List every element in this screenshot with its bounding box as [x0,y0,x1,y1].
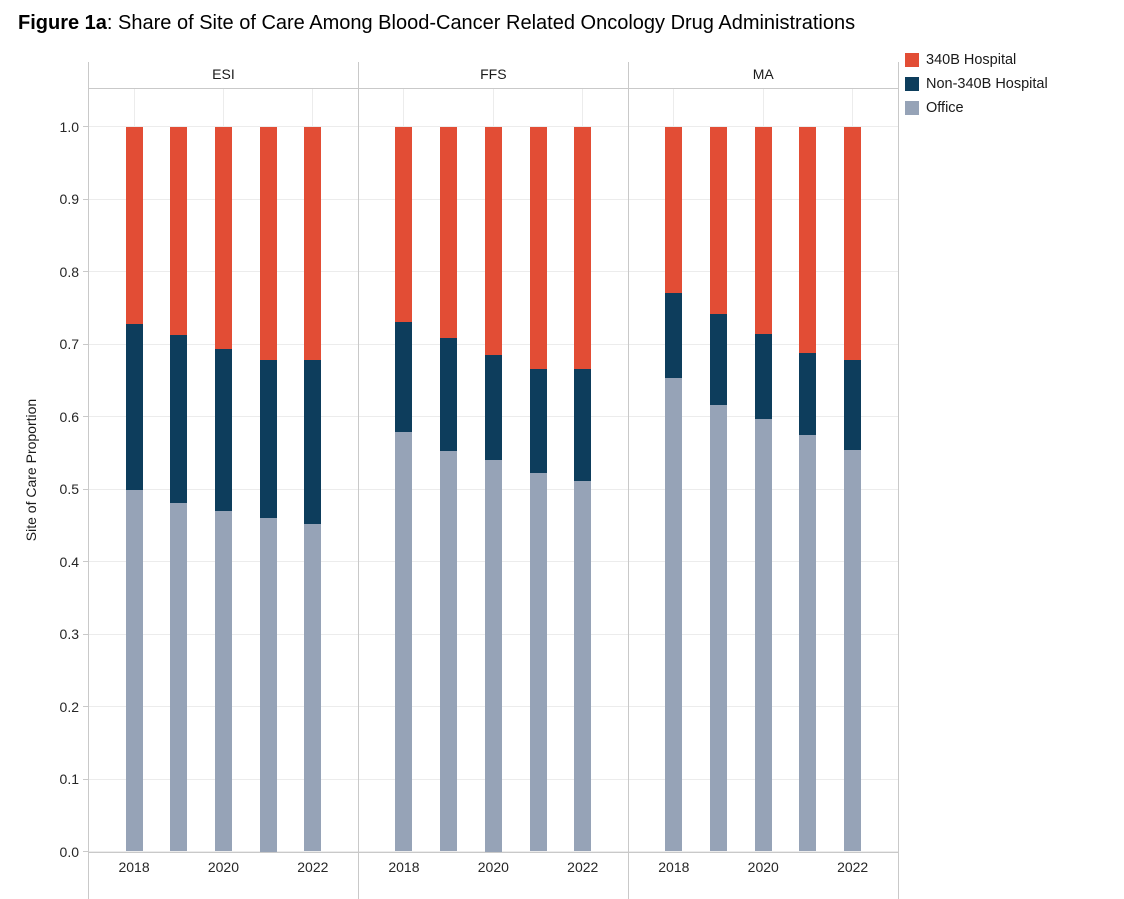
x-tick-label: 2020 [207,859,240,875]
bar-segment-office [844,449,862,852]
panel-border [897,62,899,899]
bar-segment-office [214,511,232,852]
bar-segment-non-340b-hospital [170,334,188,503]
legend-label: Non-340B Hospital [926,76,1048,92]
bar-segment-office [440,450,458,852]
bar-segment-340b-hospital [395,126,413,322]
legend-swatch-office [905,101,919,115]
bar-segment-non-340b-hospital [304,359,322,524]
y-tick-label: 0.6 [59,408,79,425]
bar-segment-non-340b-hospital [395,321,413,433]
y-tick-label: 0.8 [59,263,79,280]
bar-segment-340b-hospital [440,126,458,339]
bar-segment-non-340b-hospital [440,338,458,451]
bar-segment-non-340b-hospital [844,359,862,450]
facet-header-esi: ESI [212,66,235,82]
y-tick-mark [83,561,88,562]
y-tick-label: 0.3 [59,626,79,642]
bar-segment-340b-hospital [574,126,592,370]
y-tick-label: 0.1 [59,771,79,787]
y-tick-mark [83,416,88,417]
bar-segment-office [484,460,502,852]
y-tick-mark [83,198,88,200]
bar-segment-office [125,490,143,852]
bar-segment-340b-hospital [710,126,728,315]
x-tick-label: 2022 [837,859,869,875]
y-tick-mark [83,633,88,635]
bar-segment-office [574,481,592,852]
bar-segment-office [529,473,547,852]
y-tick-label: 0.9 [59,191,79,207]
bar-segment-office [799,435,817,852]
header-divider [88,88,899,89]
bar-segment-340b-hospital [799,126,817,353]
facet-header-ma: MA [752,66,774,82]
bar-segment-non-340b-hospital [799,352,817,436]
legend: 340B Hospital Non-340B Hospital Office [905,52,1048,124]
bar-segment-office [710,404,728,852]
figure-title-text: : Share of Site of Care Among Blood-Canc… [106,12,856,34]
y-tick-mark [83,126,88,127]
figure-title-prefix: Figure 1a [18,12,107,34]
x-tick-label: 2018 [388,859,420,875]
bar-segment-non-340b-hospital [529,368,547,474]
bar-segment-340b-hospital [754,126,772,334]
y-tick-label: 0.5 [59,481,79,497]
x-tick-label: 2018 [118,859,150,875]
bar-segment-office [304,523,322,852]
bar-segment-340b-hospital [214,126,232,350]
bar-segment-office [665,378,683,852]
bar-segment-non-340b-hospital [214,349,232,512]
x-tick-label: 2022 [297,859,329,875]
legend-swatch-340b-hospital [905,53,919,67]
bar-segment-340b-hospital [484,126,502,355]
y-tick-mark [83,271,88,272]
y-tick-mark [83,706,88,707]
bar-segment-office [170,502,188,852]
y-tick-label: 0.4 [59,553,79,570]
bar-segment-340b-hospital [529,126,547,369]
bar-segment-non-340b-hospital [125,324,143,491]
x-tick-label: 2018 [658,859,690,875]
y-tick-mark [83,778,88,780]
y-tick-label: 0.0 [59,843,79,860]
bar-segment-non-340b-hospital [665,292,683,379]
legend-item-non-340b-hospital: Non-340B Hospital [905,76,1048,92]
x-tick-label: 2020 [477,859,509,875]
legend-item-340b-hospital: 340B Hospital [905,52,1048,68]
y-tick-mark [83,488,88,490]
panel-border [357,62,359,899]
x-tick-label: 2022 [567,859,599,875]
bar-segment-non-340b-hospital [754,333,772,420]
facet-header-ffs: FFS [480,66,507,82]
bar-segment-non-340b-hospital [484,354,502,460]
bar-segment-non-340b-hospital [259,359,277,518]
bar-segment-non-340b-hospital [710,314,728,405]
bar-segment-340b-hospital [170,126,188,335]
x-axis-line [88,851,899,853]
y-tick-mark [83,343,88,345]
legend-label: 340B Hospital [926,52,1017,68]
y-tick-mark [83,851,88,852]
bar-segment-340b-hospital [125,126,143,325]
bar-segment-340b-hospital [665,126,683,293]
bar-segment-340b-hospital [304,126,322,360]
bar-segment-office [395,432,413,852]
legend-swatch-non-340b-hospital [905,77,919,91]
panel-border [627,62,629,899]
figure-title: Figure 1a: Share of Site of Care Among B… [18,12,855,35]
legend-item-office: Office [905,100,1048,116]
y-tick-label: 0.2 [59,698,79,715]
x-tick-label: 2020 [747,859,779,875]
panel-border [88,62,89,899]
bar-segment-office [754,419,772,852]
bar-segment-340b-hospital [844,126,862,360]
y-tick-label: 0.7 [59,336,79,352]
bar-segment-340b-hospital [259,126,277,360]
bar-segment-non-340b-hospital [574,369,592,482]
y-tick-label: 1.0 [59,118,79,135]
legend-label: Office [926,100,964,116]
bar-segment-office [259,518,277,852]
